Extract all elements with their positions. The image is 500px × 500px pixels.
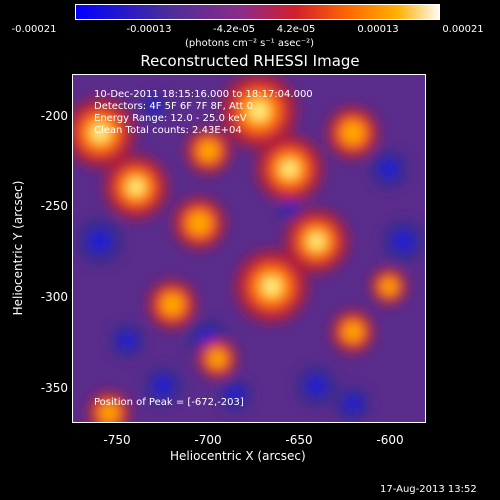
heatmap-coldspot-core <box>147 99 161 113</box>
heatmap-hotspot-core <box>263 278 280 295</box>
heatmap-coldspot-core <box>118 332 136 350</box>
heatmap-hotspot-inner <box>342 122 363 144</box>
colorbar-tick: -4.2e-05 <box>213 24 255 35</box>
heatmap-hotspot-inner <box>209 350 226 367</box>
heatmap-plot <box>72 74 426 423</box>
info-energy: Energy Range: 12.0 - 25.0 keV <box>94 113 247 124</box>
heatmap-coldspot-core <box>344 395 362 413</box>
colorbar-tick: -0.00021 <box>11 24 57 35</box>
y-tick-label: -350 <box>40 381 68 395</box>
x-axis-label: Heliocentric X (arcsec) <box>170 449 306 463</box>
heatmap-hotspot-inner <box>381 279 397 294</box>
heatmap-coldspot-core <box>227 386 244 403</box>
heatmap-canvas <box>73 75 425 422</box>
info-time: 10-Dec-2011 18:15:16.000 to 18:17:04.000 <box>94 89 313 100</box>
info-peak: Position of Peak = [-672,-203] <box>94 397 244 408</box>
heatmap-coldspot-core <box>153 376 173 396</box>
y-tick-label: -250 <box>40 199 68 213</box>
x-tick-label: -650 <box>285 433 313 447</box>
x-tick-label: -700 <box>194 433 222 447</box>
heatmap-coldspot-core <box>88 230 112 253</box>
colorbar-tick: -0.00013 <box>126 24 172 35</box>
y-tick-label: -200 <box>40 109 68 123</box>
colorbar <box>75 4 440 20</box>
colorbar-tick: 0.00021 <box>442 24 484 35</box>
colorbar-tick: 0.00013 <box>357 24 399 35</box>
colorbar-tick: 4.2e-05 <box>276 24 316 35</box>
heatmap-hotspot-core <box>250 103 267 120</box>
heatmap-hotspot-inner <box>162 294 182 315</box>
info-detectors: Detectors: 4F 5F 6F 7F 8F, Att 0 <box>94 101 254 112</box>
heatmap-hotspot-core <box>129 180 143 194</box>
heatmap-hotspot-core <box>309 234 324 249</box>
heatmap-coldspot-core <box>393 231 414 252</box>
chart-title: Reconstructed RHESSI Image <box>140 52 360 70</box>
colorbar-unit: (photons cm⁻² s⁻¹ asec⁻²) <box>185 38 315 49</box>
y-axis-label: Heliocentric Y (arcsec) <box>11 180 25 316</box>
y-tick-label: -300 <box>40 290 68 304</box>
heatmap-hotspot-core <box>282 161 297 177</box>
heatmap-coldspot-core <box>379 159 399 179</box>
heatmap-hotspot-inner <box>189 212 210 234</box>
footer-date: 17-Aug-2013 13:52 <box>380 484 477 495</box>
heatmap-hotspot-inner <box>344 323 362 341</box>
heatmap-hotspot-inner <box>100 404 118 422</box>
x-tick-label: -750 <box>103 433 131 447</box>
heatmap-hotspot-core <box>92 125 108 141</box>
info-method: Clean Total counts: 2.43E+04 <box>94 125 242 136</box>
heatmap-hotspot-inner <box>199 141 218 160</box>
x-tick-label: -600 <box>376 433 404 447</box>
heatmap-coldspot-core <box>306 376 327 396</box>
